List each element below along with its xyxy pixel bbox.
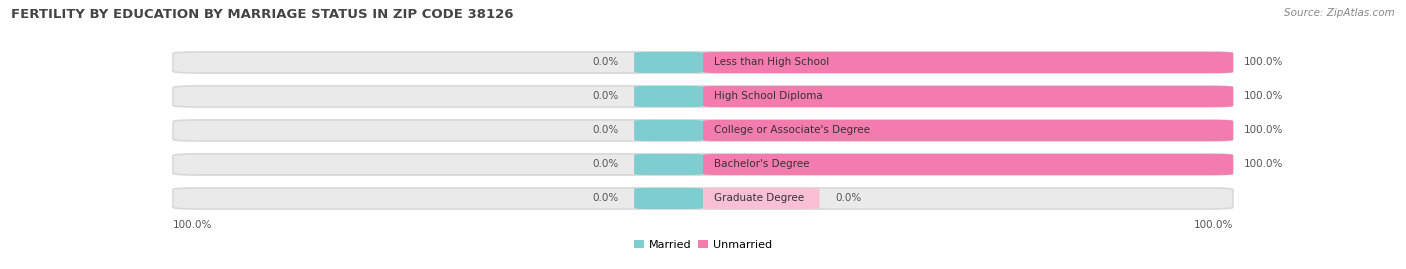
FancyBboxPatch shape xyxy=(634,188,703,209)
Text: Bachelor's Degree: Bachelor's Degree xyxy=(714,160,808,169)
Text: 100.0%: 100.0% xyxy=(173,220,212,229)
Text: College or Associate's Degree: College or Associate's Degree xyxy=(714,125,869,136)
Text: Graduate Degree: Graduate Degree xyxy=(714,193,804,203)
Text: 0.0%: 0.0% xyxy=(592,160,619,169)
FancyBboxPatch shape xyxy=(703,86,1233,107)
FancyBboxPatch shape xyxy=(634,52,703,73)
FancyBboxPatch shape xyxy=(634,120,703,141)
FancyBboxPatch shape xyxy=(634,86,703,107)
Text: 0.0%: 0.0% xyxy=(592,193,619,203)
Text: 100.0%: 100.0% xyxy=(1194,220,1233,229)
Text: 0.0%: 0.0% xyxy=(592,58,619,68)
Legend: Married, Unmarried: Married, Unmarried xyxy=(630,236,776,255)
Text: 0.0%: 0.0% xyxy=(592,91,619,101)
FancyBboxPatch shape xyxy=(173,188,1233,209)
Text: High School Diploma: High School Diploma xyxy=(714,91,823,101)
FancyBboxPatch shape xyxy=(173,86,1233,107)
FancyBboxPatch shape xyxy=(703,120,1233,141)
FancyBboxPatch shape xyxy=(634,154,703,175)
Text: 0.0%: 0.0% xyxy=(835,193,862,203)
Text: FERTILITY BY EDUCATION BY MARRIAGE STATUS IN ZIP CODE 38126: FERTILITY BY EDUCATION BY MARRIAGE STATU… xyxy=(11,8,513,21)
Text: 100.0%: 100.0% xyxy=(1243,160,1282,169)
FancyBboxPatch shape xyxy=(173,120,1233,141)
Text: 100.0%: 100.0% xyxy=(1243,125,1282,136)
FancyBboxPatch shape xyxy=(173,52,1233,73)
Text: Less than High School: Less than High School xyxy=(714,58,830,68)
FancyBboxPatch shape xyxy=(173,154,1233,175)
Text: Source: ZipAtlas.com: Source: ZipAtlas.com xyxy=(1284,8,1395,18)
Text: 0.0%: 0.0% xyxy=(592,125,619,136)
FancyBboxPatch shape xyxy=(703,188,820,209)
FancyBboxPatch shape xyxy=(703,52,1233,73)
Text: 100.0%: 100.0% xyxy=(1243,58,1282,68)
FancyBboxPatch shape xyxy=(703,154,1233,175)
Text: 100.0%: 100.0% xyxy=(1243,91,1282,101)
